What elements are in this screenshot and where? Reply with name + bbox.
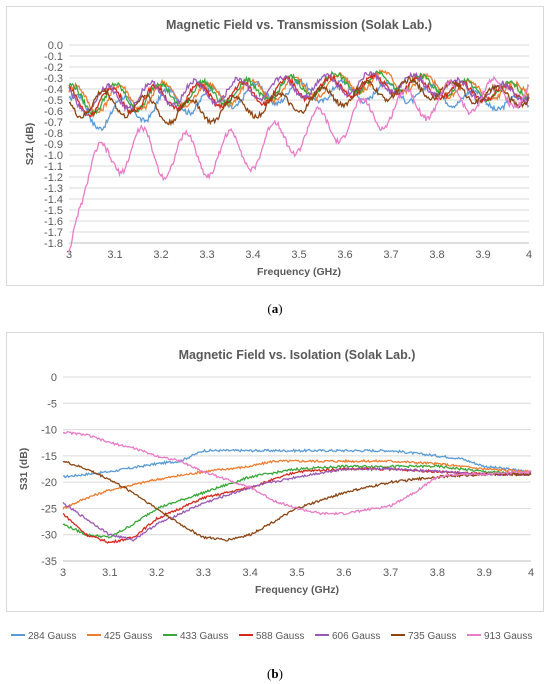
x-tick-label: 3.6 bbox=[336, 567, 351, 579]
y-tick-label: -1.7 bbox=[44, 227, 63, 239]
y-tick-label: -20 bbox=[41, 477, 57, 489]
x-tick-label: 3.4 bbox=[243, 567, 258, 579]
y-tick-label: -5 bbox=[47, 398, 57, 410]
legend-label: 425 Gauss bbox=[104, 631, 152, 642]
x-tick-label: 4 bbox=[526, 249, 532, 261]
y-tick-label: -0.2 bbox=[44, 62, 63, 74]
y-tick-label: -1.4 bbox=[44, 194, 63, 206]
y-tick-label: -25 bbox=[41, 503, 57, 515]
y-tick-label: -0.7 bbox=[44, 117, 63, 129]
y-tick-label: -1.5 bbox=[44, 205, 63, 217]
legend-label: 284 Gauss bbox=[28, 631, 76, 642]
x-tick-label: 3.7 bbox=[383, 567, 398, 579]
x-tick-label: 3.8 bbox=[429, 249, 444, 261]
legend-label: 606 Gauss bbox=[332, 631, 380, 642]
y-tick-label: -1.3 bbox=[44, 183, 63, 195]
series-line bbox=[68, 71, 530, 119]
x-tick-label: 3.5 bbox=[289, 567, 304, 579]
chart-panel-transmission: Magnetic Field vs. Transmission (Solak L… bbox=[6, 6, 544, 286]
y-tick-label: -0.8 bbox=[44, 128, 63, 140]
legend-label: 913 Gauss bbox=[484, 631, 532, 642]
series-line bbox=[68, 77, 530, 132]
legend-label: 588 Gauss bbox=[256, 631, 304, 642]
x-tick-label: 4 bbox=[528, 567, 534, 579]
x-tick-label: 3.4 bbox=[245, 249, 260, 261]
caption-b: (b) bbox=[0, 666, 550, 682]
x-tick-label: 3.6 bbox=[337, 249, 352, 261]
caption-a: (a) bbox=[0, 301, 550, 317]
x-tick-label: 3.2 bbox=[149, 567, 164, 579]
x-tick-label: 3.2 bbox=[153, 249, 168, 261]
caption-b-close: ) bbox=[278, 666, 283, 681]
y-tick-label: -0.3 bbox=[44, 73, 63, 85]
series-line bbox=[62, 431, 532, 516]
caption-a-open: ( bbox=[267, 301, 272, 316]
y-tick-label: -35 bbox=[41, 556, 57, 568]
y-tick-label: -1.1 bbox=[44, 161, 63, 173]
chart-transmission: Magnetic Field vs. Transmission (Solak L… bbox=[24, 18, 532, 278]
x-tick-label: 3.9 bbox=[475, 249, 490, 261]
y-tick-label: -0.1 bbox=[44, 51, 63, 63]
x-tick-label: 3 bbox=[66, 249, 72, 261]
y-tick-label: -0.4 bbox=[44, 84, 63, 96]
series-line bbox=[62, 466, 532, 544]
caption-b-open: ( bbox=[267, 666, 272, 681]
y-tick-label: -30 bbox=[41, 530, 57, 542]
legend-label: 433 Gauss bbox=[180, 631, 228, 642]
y-tick-label: -1.2 bbox=[44, 172, 63, 184]
legend-label: 735 Gauss bbox=[408, 631, 456, 642]
y-tick-label: 0.0 bbox=[48, 40, 63, 52]
series-line bbox=[68, 70, 530, 117]
series-line bbox=[62, 464, 532, 539]
y-tick-label: -1.0 bbox=[44, 150, 63, 162]
x-axis-label: Frequency (GHz) bbox=[255, 584, 339, 596]
y-tick-label: 0 bbox=[51, 372, 57, 384]
y-tick-label: -1.8 bbox=[44, 238, 63, 250]
series-line bbox=[62, 448, 532, 479]
chart-isolation: Magnetic Field vs. Isolation (Solak Lab.… bbox=[11, 348, 534, 642]
x-tick-label: 3.1 bbox=[102, 567, 117, 579]
chart-title: Magnetic Field vs. Isolation (Solak Lab.… bbox=[179, 348, 416, 362]
caption-b-letter: b bbox=[271, 666, 279, 681]
x-tick-label: 3.8 bbox=[430, 567, 445, 579]
y-tick-label: -10 bbox=[41, 425, 57, 437]
x-tick-label: 3.3 bbox=[199, 249, 214, 261]
chart-title: Magnetic Field vs. Transmission (Solak L… bbox=[166, 18, 432, 32]
series-line bbox=[68, 75, 530, 253]
caption-a-letter: a bbox=[271, 301, 279, 316]
y-axis-label: S21 (dB) bbox=[24, 123, 36, 166]
x-tick-label: 3.5 bbox=[291, 249, 306, 261]
x-tick-label: 3.9 bbox=[477, 567, 492, 579]
y-tick-label: -0.6 bbox=[44, 106, 63, 118]
x-tick-label: 3 bbox=[60, 567, 66, 579]
x-tick-label: 3.3 bbox=[196, 567, 211, 579]
x-tick-label: 3.1 bbox=[107, 249, 122, 261]
y-tick-label: -1.6 bbox=[44, 216, 63, 228]
caption-a-close: ) bbox=[278, 301, 283, 316]
series-line bbox=[68, 76, 530, 127]
y-tick-label: -15 bbox=[41, 451, 57, 463]
x-tick-label: 3.7 bbox=[383, 249, 398, 261]
series-line bbox=[62, 466, 532, 542]
series-line bbox=[62, 458, 532, 510]
y-tick-label: -0.5 bbox=[44, 95, 63, 107]
chart-panel-isolation: Magnetic Field vs. Isolation (Solak Lab.… bbox=[6, 332, 544, 642]
y-tick-label: -0.9 bbox=[44, 139, 63, 151]
series-line bbox=[68, 71, 530, 116]
y-axis-label: S31 (dB) bbox=[18, 448, 30, 491]
x-axis-label: Frequency (GHz) bbox=[257, 266, 341, 278]
